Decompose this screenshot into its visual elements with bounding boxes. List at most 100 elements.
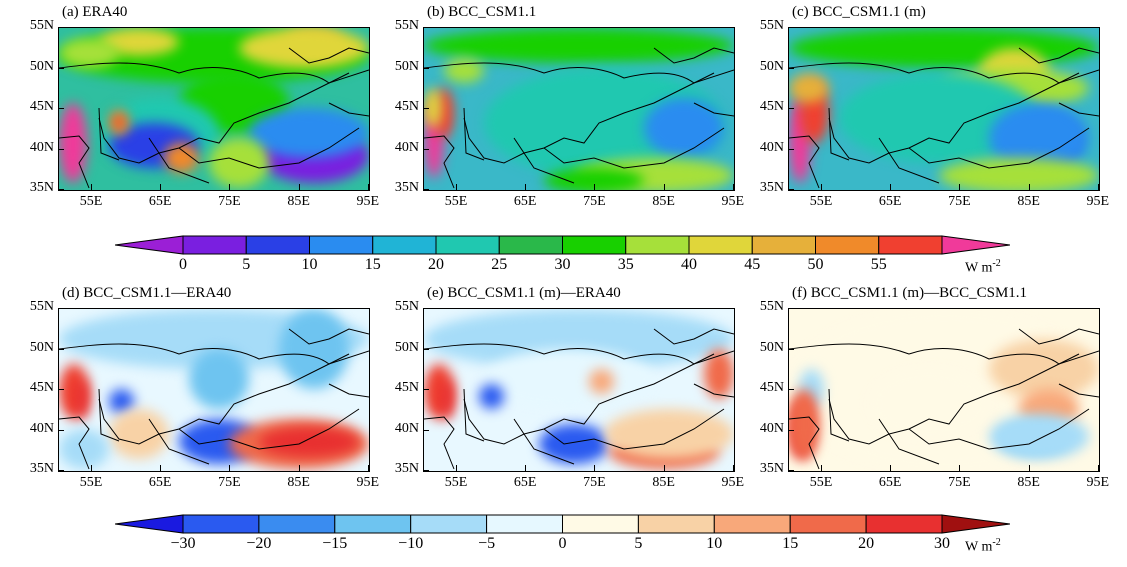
longitude-label: 95E [1086,475,1110,490]
colorbar-tick-label: 30 [934,535,950,552]
colorbar-cell [688,235,753,255]
field-region [424,88,442,128]
latitude-tick [788,108,794,109]
longitude-tick [821,184,822,190]
latitude-tick [423,189,429,190]
field-region [869,369,989,439]
longitude-tick [959,465,961,471]
longitude-tick [821,465,822,471]
latitude-tick [788,308,794,309]
longitude-tick [663,465,665,471]
colorbar-tick-label: 15 [782,535,799,552]
longitude-label: 95E [1086,194,1110,209]
map-b [423,27,735,191]
colorbar-tick-label: 20 [858,535,875,552]
field-region [479,384,504,409]
colorbar-tick-label: −5 [478,535,496,552]
map-a [58,27,370,191]
longitude-tick [663,184,665,190]
latitude-label: 50N [394,339,419,355]
latitude-tick [58,470,64,471]
colorbar-low-extension [114,235,184,255]
latitude-tick [58,67,64,69]
longitude-label: 75E [218,194,241,209]
latitude-tick [423,470,429,471]
field-region [239,28,369,68]
field-region [59,103,87,183]
latitude-label: 45N [29,380,54,395]
longitude-tick [367,184,369,190]
colorbar-cell [309,235,374,255]
country-borders [424,47,734,189]
colorbar-cell [815,235,880,255]
longitude-label: 55E [79,194,103,209]
field-region [644,98,724,158]
colorbar-cell [878,235,943,255]
colorbar-cell [258,514,336,534]
latitude-label: 50N [759,58,784,74]
longitude-tick [1097,465,1099,471]
colorbar-cell [789,514,867,534]
panel-f-title: (f) BCC_CSM1.1 (m)—BCC_CSM1.1 [792,285,1028,301]
colorbar-cell [865,514,943,534]
colorbar-tick-label: 0 [179,256,187,273]
longitude-label: 75E [583,475,606,490]
latitude-tick [58,108,64,109]
colorbar-tick-label: 45 [744,256,761,273]
longitude-tick [160,184,162,190]
field-region [789,73,829,103]
longitude-tick [594,184,596,190]
latitude-label: 40N [394,420,419,436]
colorbar-cell [625,235,690,255]
colorbar-cell [562,235,627,255]
longitude-tick [1028,184,1030,190]
colorbar-cell [410,514,488,534]
colorbar-tick-label: 55 [870,256,887,273]
longitude-label: 85E [652,194,675,209]
latitude-tick [58,189,64,190]
latitude-label: 35N [759,461,784,476]
latitude-label: 45N [759,99,784,114]
latitude-tick [788,429,794,431]
latitude-label: 55N [759,18,784,33]
colorbar-tick-label: −10 [398,535,424,552]
latitude-label: 55N [29,18,54,33]
colorbar-high-extension [941,514,1011,534]
latitude-label: 55N [394,299,419,314]
latitude-label: 50N [29,58,54,74]
latitude-label: 45N [394,99,419,114]
latitude-label: 35N [759,180,784,195]
latitude-tick [423,67,429,69]
longitude-tick [525,184,527,190]
longitude-label: 85E [1017,194,1040,209]
longitude-label: 55E [809,194,833,209]
latitude-label: 40N [394,139,419,155]
longitude-label: 55E [444,194,468,209]
colorbar-cell [637,514,715,534]
latitude-label: 45N [394,380,419,395]
longitude-tick [367,465,369,471]
colorbar-top [114,235,1011,255]
latitude-tick [58,429,64,431]
latitude-label: 55N [29,299,54,314]
latitude-label: 40N [29,139,54,155]
field-region [249,108,369,158]
country-borders [59,47,369,189]
colorbar-graphic [114,235,1011,255]
colorbar-tick-label: −30 [170,535,196,552]
field-region [439,379,454,419]
longitude-tick [160,465,162,471]
colorbar-bottom-units: W m-2 [965,537,1001,555]
longitude-label: 95E [721,475,745,490]
latitude-label: 55N [394,18,419,33]
longitude-tick [298,465,300,471]
panel-c-title: (c) BCC_CSM1.1 (m) [792,4,926,20]
colorbar-low-extension [114,514,184,534]
colorbar-tick-label: 35 [617,256,634,273]
field-region [989,414,1089,459]
latitude-tick [423,108,429,109]
colorbar-cell [182,514,260,534]
colorbar-cell [435,235,500,255]
latitude-label: 35N [394,461,419,476]
country-borders [789,328,1099,470]
